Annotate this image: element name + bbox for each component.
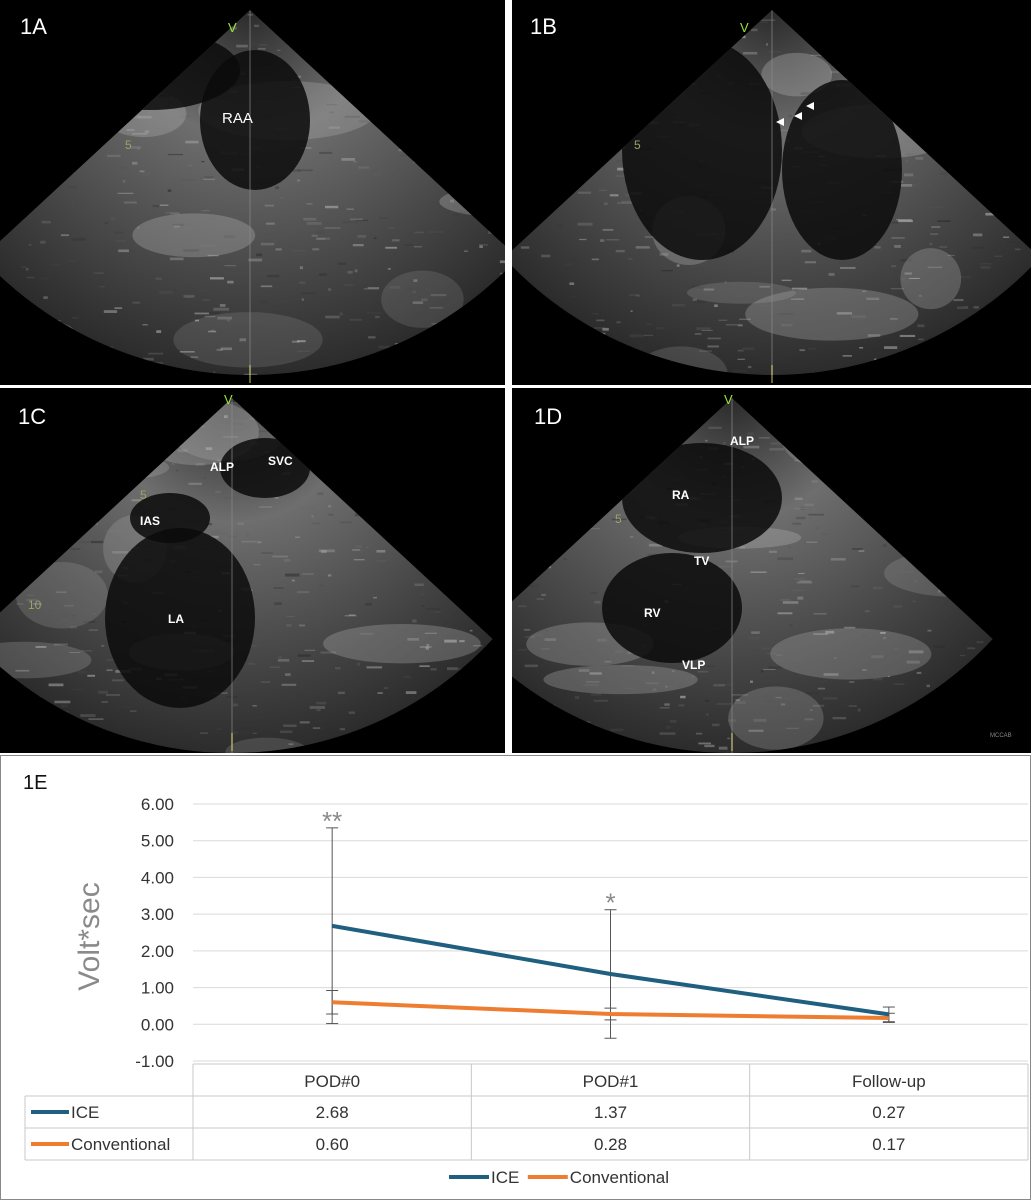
series-line-conventional: [332, 1000, 889, 1021]
depth-mark: 5: [634, 138, 641, 152]
depth-mark: 5: [140, 488, 147, 502]
x-category-label: Follow-up: [852, 1072, 926, 1091]
echo-panel-1a: 1A V 5 RAA: [0, 0, 505, 385]
corner-watermark: MCCAB: [990, 733, 1012, 739]
depth-mark: 5: [615, 512, 622, 526]
anatomy-label: RAA: [222, 110, 253, 127]
table-cell: 0.28: [594, 1135, 627, 1154]
anatomy-label: RV: [644, 606, 661, 620]
y-tick-label: 2.00: [141, 942, 174, 961]
probe-marker: V: [224, 392, 233, 407]
echo-panel-1c: 1C V 5 10 ALP SVC IAS LA: [0, 388, 505, 753]
table-cell: 0.17: [872, 1135, 905, 1154]
depth-mark: 5: [125, 138, 132, 152]
anatomy-label: RA: [672, 488, 690, 502]
panel-label: 1C: [18, 404, 47, 429]
anatomy-label: LA: [168, 612, 184, 626]
y-tick-label: 5.00: [141, 832, 174, 851]
table-cell: 2.68: [316, 1103, 349, 1122]
significance-marker: **: [322, 806, 342, 836]
panel-label: 1B: [530, 14, 557, 39]
panel-label: 1D: [534, 404, 563, 429]
ultrasound-image: [0, 10, 505, 383]
table-cell: 0.60: [316, 1135, 349, 1154]
series-line-ice: [331, 923, 890, 1017]
table-cell: 1.37: [594, 1103, 627, 1122]
probe-marker: V: [724, 392, 733, 407]
x-category-label: POD#1: [583, 1072, 639, 1091]
significance-marker: *: [605, 888, 615, 918]
y-tick-label: 6.00: [141, 795, 174, 814]
probe-marker: V: [228, 20, 237, 35]
legend-label: ICE: [491, 1168, 519, 1187]
ultrasound-image: [0, 398, 493, 753]
panel-label: 1E: [23, 772, 47, 794]
y-tick-label: 0.00: [141, 1015, 174, 1034]
y-tick-label: 3.00: [141, 905, 174, 924]
echo-panel-1b: 1B V 5: [512, 0, 1031, 385]
y-tick-label: -1.00: [135, 1052, 174, 1071]
ultrasound-image: [512, 398, 993, 753]
y-axis-label: Volt*sec: [73, 882, 106, 990]
anatomy-label: ALP: [210, 460, 234, 474]
table-series-name: ICE: [71, 1103, 99, 1122]
y-tick-label: 1.00: [141, 979, 174, 998]
anatomy-label: TV: [694, 554, 710, 568]
line-chart: 1E 6.00 5.00 4.00 3.00 2.00 1.00 0.00 -1.00 Volt*…: [23, 772, 1029, 1187]
probe-marker: V: [740, 20, 749, 35]
chart-panel-1e: 1E 6.00 5.00 4.00 3.00 2.00 1.00 0.00 -1.00 Volt*…: [0, 755, 1031, 1200]
x-category-label: POD#0: [304, 1072, 360, 1091]
table-cell: 0.27: [872, 1103, 905, 1122]
y-tick-label: 4.00: [141, 868, 174, 887]
anatomy-label: IAS: [140, 514, 161, 528]
panel-label: 1A: [20, 14, 47, 39]
legend-label: Conventional: [570, 1168, 669, 1187]
ultrasound-image: [512, 10, 1031, 383]
table-series-name: Conventional: [71, 1135, 170, 1154]
depth-mark: 10: [28, 598, 42, 612]
echo-panel-1d: 1D V 5 ALP RA TV RV VLP MCCAB: [512, 388, 1031, 753]
anatomy-label: ALP: [730, 434, 754, 448]
anatomy-label: SVC: [268, 454, 293, 468]
anatomy-label: VLP: [682, 658, 706, 672]
